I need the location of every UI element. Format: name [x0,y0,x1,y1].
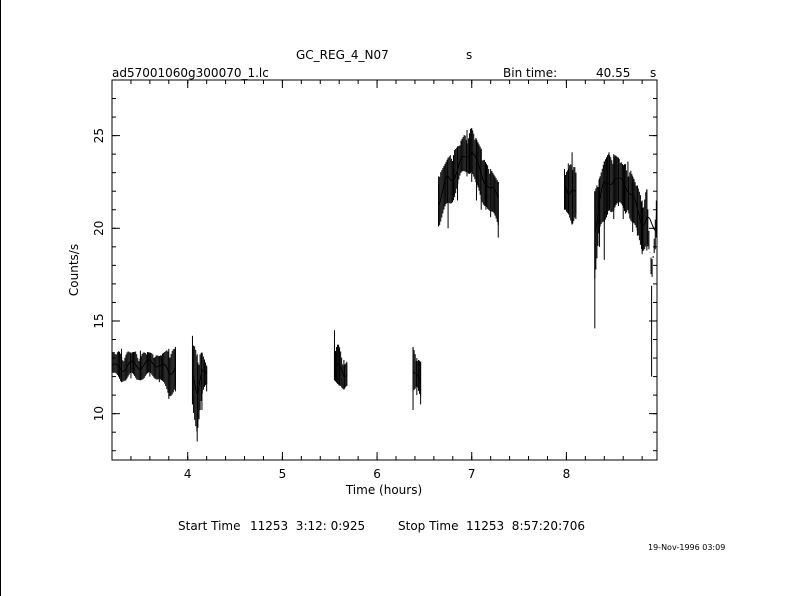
y-tick-label: 10 [92,406,106,421]
data-line [334,363,348,378]
plot-timestamp: 19-Nov-1996 03:09 [648,543,726,552]
series-segment [564,152,577,225]
stop-time-value: 11253 8:57:20:706 [466,519,586,533]
y-tick-label: 20 [92,221,106,236]
data-line [438,151,499,206]
data-line [594,177,657,233]
data-line [412,371,421,381]
file-name: ad57001060g300070_1.lc [112,66,269,80]
series-segment [191,335,208,442]
data-line [111,359,176,375]
x-tick-label: 7 [468,467,476,481]
bin-time-unit: s [650,66,657,80]
x-tick-label: 5 [279,467,287,481]
x-tick-label: 8 [563,467,571,481]
x-axis-label: Time (hours) [345,483,422,497]
x-tick-label: 6 [373,467,381,481]
start-time-label: Start Time [178,519,241,533]
y-axis-label: Counts/s [67,244,81,296]
data-line [564,186,577,196]
series-segment [333,330,348,390]
axis-ticks [111,79,657,460]
x-tick-label: 4 [184,467,192,481]
stop-time-label: Stop Time [398,519,459,533]
axis-tick-labels: 4 5 6 7 8 10 15 20 25 [92,128,570,481]
y-tick-label: 15 [92,313,106,328]
object-unit: s [466,48,473,62]
start-time-value: 11253 3:12: 0:925 [250,519,366,533]
object-name: GC_REG_4_N07 [296,48,389,62]
data-series [111,128,657,442]
bin-time-label: Bin time: [503,66,558,80]
series-segment [438,128,499,238]
bin-time-value: 40.55 [596,66,631,80]
series-segment [594,152,657,377]
window-border [0,0,1,596]
plot-frame [111,79,658,461]
series-segment [111,346,176,399]
series-segment [412,346,422,410]
data-line [192,370,208,395]
y-tick-label: 25 [92,128,106,143]
